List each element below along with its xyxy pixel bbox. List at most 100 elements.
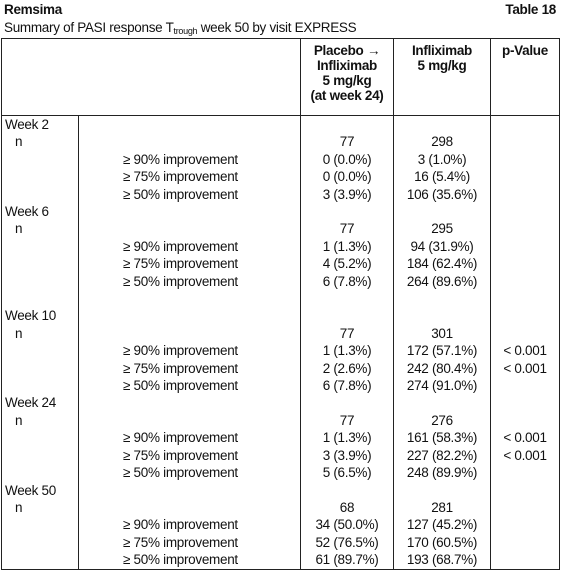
cell bbox=[1, 377, 79, 395]
table-row: ≥ 75% improvement 3 (3.9%) 227 (82.2%) < 0.… bbox=[1, 446, 560, 465]
cell bbox=[1, 290, 79, 308]
n-label: n bbox=[1, 324, 79, 343]
cell bbox=[490, 307, 560, 325]
subtitle: Summary of PASI response Ttrough week 50… bbox=[0, 19, 562, 36]
table-row: ≥ 90% improvement 1 (1.3%) 172 (57.1%) < 0.… bbox=[1, 342, 560, 360]
cell bbox=[490, 394, 560, 412]
title: Remsima bbox=[4, 2, 62, 17]
row-label: ≥ 50% improvement bbox=[78, 551, 301, 570]
n-label: n bbox=[1, 220, 79, 238]
cell bbox=[1, 359, 79, 378]
cell bbox=[78, 220, 301, 238]
table-row: ≥ 75% improvement 0 (0.0%) 16 (5.4%) bbox=[1, 168, 560, 186]
infliximab-value: 264 (89.6%) bbox=[393, 272, 491, 291]
p-value: < 0.001 bbox=[490, 446, 560, 465]
cell bbox=[490, 150, 560, 169]
cell bbox=[393, 307, 491, 325]
cell bbox=[490, 115, 560, 134]
row-label: ≥ 50% improvement bbox=[78, 377, 301, 395]
cell bbox=[300, 290, 394, 308]
cell bbox=[490, 272, 560, 291]
header-cell bbox=[1, 38, 301, 116]
cell bbox=[78, 133, 301, 151]
cell bbox=[490, 481, 560, 499]
p-value: < 0.001 bbox=[490, 429, 560, 447]
table-body: Week 2 n 77 298 ≥ 90% improvement 0 (0.0%) 3 (… bbox=[1, 115, 560, 570]
cell bbox=[78, 290, 301, 308]
n-label-text: n bbox=[15, 221, 23, 237]
visit-label: Week 6 bbox=[1, 203, 79, 221]
placebo-value: 6 (7.8%) bbox=[300, 377, 394, 395]
placebo-value: 61 (89.7%) bbox=[300, 551, 394, 570]
row-label: ≥ 75% improvement bbox=[78, 255, 301, 273]
cell bbox=[490, 533, 560, 552]
visit-label: Week 50 bbox=[1, 481, 79, 499]
cell bbox=[300, 115, 394, 134]
placebo-value: 1 (1.3%) bbox=[300, 429, 394, 447]
infliximab-value: 3 (1.0%) bbox=[393, 150, 491, 169]
table-row: Week 10 bbox=[1, 307, 560, 325]
visit-label: Week 2 bbox=[1, 115, 79, 134]
row-label: ≥ 75% improvement bbox=[78, 359, 301, 378]
table-row: ≥ 50% improvement 6 (7.8%) 274 (91.0%) bbox=[1, 377, 560, 395]
table-row bbox=[1, 290, 560, 308]
infliximab-value: 193 (68.7%) bbox=[393, 551, 491, 570]
table-row: ≥ 90% improvement 34 (50.0%) 127 (45.2%) bbox=[1, 516, 560, 534]
cell bbox=[490, 464, 560, 482]
infliximab-value: 106 (35.6%) bbox=[393, 185, 491, 204]
table-row: ≥ 75% improvement 2 (2.6%) 242 (80.4%) < 0.… bbox=[1, 359, 560, 378]
placebo-value: 4 (5.2%) bbox=[300, 255, 394, 273]
cell bbox=[1, 533, 79, 552]
table-row: ≥ 50% improvement 3 (3.9%) 106 (35.6%) bbox=[1, 185, 560, 204]
cell bbox=[1, 551, 79, 570]
n-infliximab: 301 bbox=[393, 324, 491, 343]
cell bbox=[490, 168, 560, 186]
n-placebo: 77 bbox=[300, 411, 394, 430]
cell bbox=[490, 551, 560, 570]
visit-label: Week 24 bbox=[1, 394, 79, 412]
table-row: Week 24 bbox=[1, 394, 560, 412]
table-row: ≥ 50% improvement 5 (6.5%) 248 (89.9%) bbox=[1, 464, 560, 482]
cell bbox=[78, 498, 301, 517]
table-row: n 77 301 bbox=[1, 324, 560, 343]
table-number: Table 18 bbox=[505, 2, 556, 17]
placebo-value: 6 (7.8%) bbox=[300, 272, 394, 291]
infliximab-value: 16 (5.4%) bbox=[393, 168, 491, 186]
header-line: Infliximab bbox=[411, 43, 472, 58]
cell bbox=[393, 115, 491, 134]
cell bbox=[78, 481, 301, 499]
cell bbox=[490, 411, 560, 430]
row-label: ≥ 90% improvement bbox=[78, 150, 301, 169]
table-row: ≥ 90% improvement 1 (1.3%) 94 (31.9%) bbox=[1, 237, 560, 256]
n-label: n bbox=[1, 498, 79, 517]
placebo-value: 0 (0.0%) bbox=[300, 168, 394, 186]
column-header: Infliximab 5 mg/kg bbox=[393, 38, 491, 116]
table-row: n 77 276 bbox=[1, 411, 560, 430]
table-row: ≥ 75% improvement 52 (76.5%) 170 (60.5%) bbox=[1, 533, 560, 552]
table-row: Week 6 bbox=[1, 203, 560, 221]
n-infliximab: 281 bbox=[393, 498, 491, 517]
column-header: p-Value bbox=[490, 38, 560, 116]
cell bbox=[1, 255, 79, 273]
row-label: ≥ 75% improvement bbox=[78, 168, 301, 186]
placebo-value: 2 (2.6%) bbox=[300, 359, 394, 378]
row-label: ≥ 50% improvement bbox=[78, 185, 301, 204]
cell bbox=[393, 290, 491, 308]
row-label: ≥ 90% improvement bbox=[78, 429, 301, 447]
infliximab-value: 242 (80.4%) bbox=[393, 359, 491, 378]
cell bbox=[1, 429, 79, 447]
n-placebo: 68 bbox=[300, 498, 394, 517]
table-row: Week 2 bbox=[1, 115, 560, 134]
header: Remsima Table 18 bbox=[0, 0, 562, 19]
n-label: n bbox=[1, 133, 79, 151]
cell bbox=[490, 324, 560, 343]
cell bbox=[490, 290, 560, 308]
n-infliximab: 276 bbox=[393, 411, 491, 430]
placebo-value: 1 (1.3%) bbox=[300, 342, 394, 360]
row-label: ≥ 50% improvement bbox=[78, 464, 301, 482]
p-value: < 0.001 bbox=[490, 342, 560, 360]
table-row: ≥ 90% improvement 0 (0.0%) 3 (1.0%) bbox=[1, 150, 560, 169]
table-row: n 68 281 bbox=[1, 498, 560, 517]
cell bbox=[490, 516, 560, 534]
cell bbox=[1, 464, 79, 482]
